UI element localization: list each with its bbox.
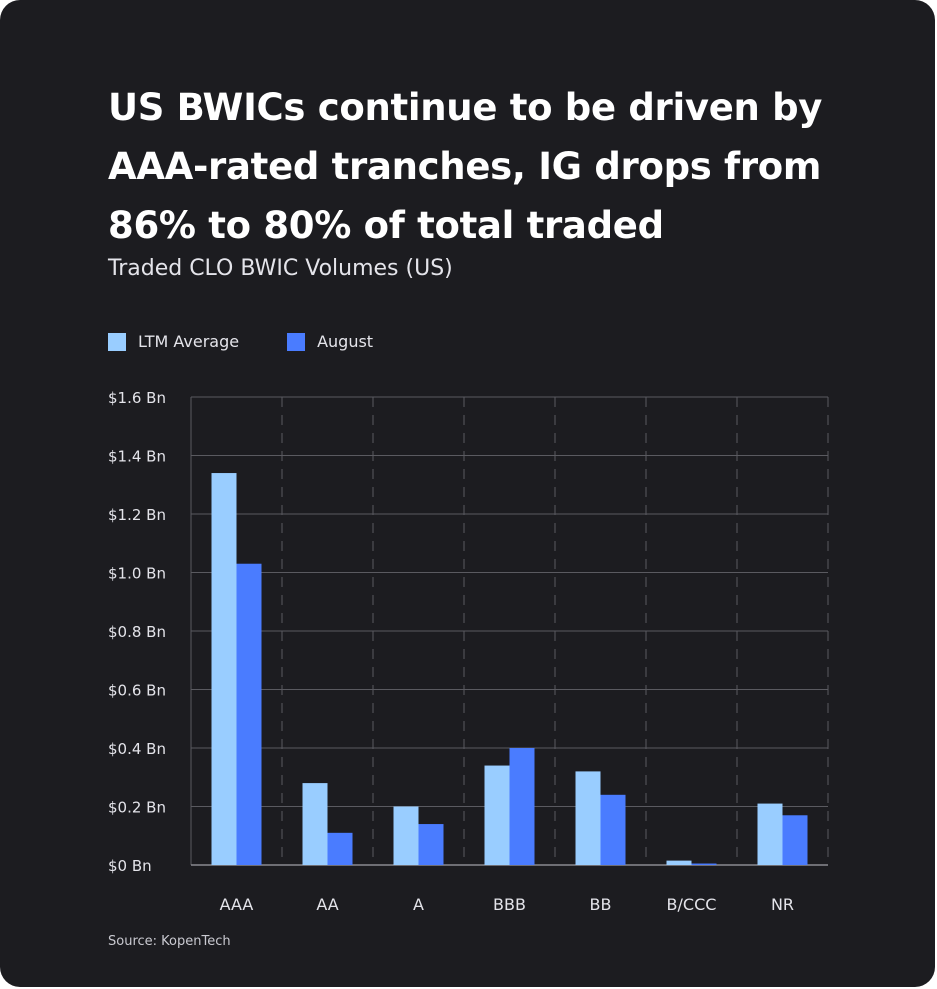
x-tick-label: BB xyxy=(590,895,612,914)
bar-august xyxy=(600,794,626,865)
y-tick-label: $0.8 Bn xyxy=(108,623,166,641)
legend-item-august: August xyxy=(287,332,373,351)
bar-august xyxy=(418,824,444,865)
bar-august xyxy=(782,815,808,865)
source-note: Source: KopenTech xyxy=(108,934,231,949)
chart-subtitle: Traded CLO BWIC Volumes (US) xyxy=(108,256,453,281)
x-tick-label: AAA xyxy=(220,895,254,914)
x-tick-label: BBB xyxy=(493,895,526,914)
bar-august xyxy=(327,832,353,865)
bar-august xyxy=(509,748,535,865)
bar-ltm xyxy=(211,473,237,865)
y-tick-label: $0 Bn xyxy=(108,857,152,875)
x-tick-label: AA xyxy=(316,895,338,914)
x-tick-label: NR xyxy=(771,895,794,914)
y-tick-label: $0.4 Bn xyxy=(108,740,166,758)
chart-legend: LTM Average August xyxy=(108,332,421,351)
y-tick-label: $0.6 Bn xyxy=(108,682,166,700)
y-tick-label: $0.2 Bn xyxy=(108,799,166,817)
x-tick-label: B/CCC xyxy=(667,895,717,914)
legend-swatch-august xyxy=(287,332,306,351)
bar-ltm xyxy=(302,783,328,865)
y-tick-label: $1.6 Bn xyxy=(108,389,166,407)
bar-ltm xyxy=(393,806,419,865)
legend-swatch-ltm xyxy=(108,332,126,351)
bar-august xyxy=(236,563,262,865)
bar-ltm xyxy=(666,860,692,865)
y-tick-label: $1.2 Bn xyxy=(108,506,166,524)
bar-ltm xyxy=(484,765,510,865)
bar-august xyxy=(691,863,717,865)
bar-ltm xyxy=(575,771,601,865)
x-tick-label: A xyxy=(413,895,424,914)
bar-ltm xyxy=(757,803,783,865)
y-tick-label: $1.0 Bn xyxy=(108,565,166,583)
legend-item-ltm: LTM Average xyxy=(108,332,239,351)
chart-title: US BWICs continue to be driven by AAA-ra… xyxy=(108,86,823,247)
legend-label-ltm: LTM Average xyxy=(138,332,240,351)
y-tick-label: $1.4 Bn xyxy=(108,448,166,466)
bar-chart: $0 Bn $0.2 Bn $0.4 Bn $0.6 Bn $0.8 Bn $1.0 Bn… xyxy=(108,389,829,914)
legend-label-august: August xyxy=(317,332,374,351)
